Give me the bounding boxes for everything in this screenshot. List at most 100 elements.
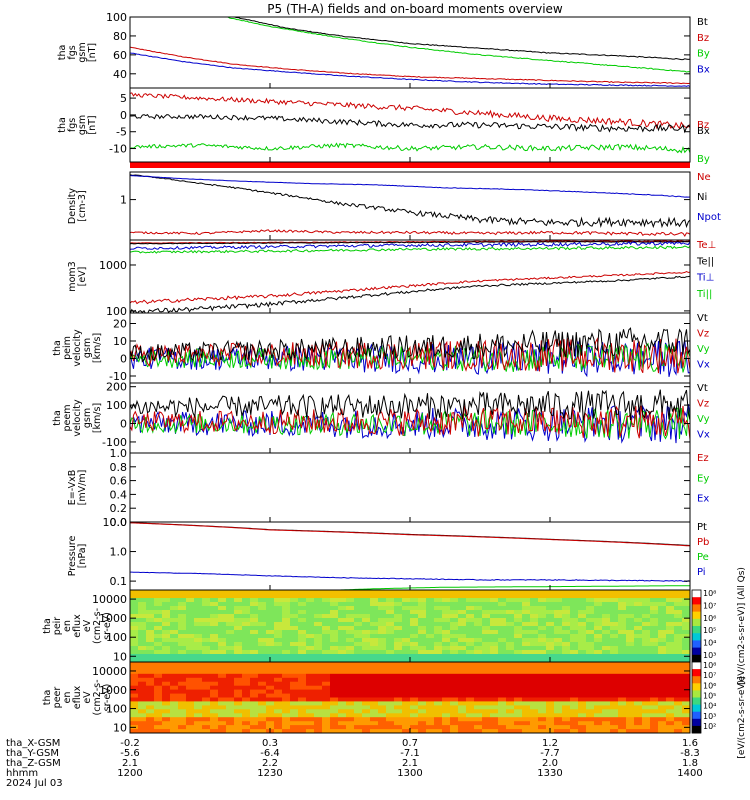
spectrogram-cell [434, 650, 443, 655]
spectrogram-cell [314, 673, 323, 679]
spectrogram-cell [426, 673, 435, 679]
spectrogram-cell [642, 626, 651, 631]
spectrogram-cell [626, 594, 635, 599]
spectrogram-cell [530, 725, 539, 730]
spectrogram-cell [338, 614, 347, 619]
spectrogram-cell [346, 669, 355, 675]
spectrogram-cell [530, 697, 539, 702]
spectrogram-cell [466, 685, 475, 691]
spectrogram-cell [426, 681, 435, 687]
spectrogram-cell [426, 618, 435, 623]
spectrogram-cell [226, 705, 235, 710]
spectrogram-cell [434, 701, 443, 706]
spectrogram-cell [242, 658, 251, 662]
spectrogram-cell [298, 598, 307, 603]
spectrogram-cell [234, 598, 243, 603]
y-tick-label: 10000 [92, 665, 127, 678]
spectrogram-cell [650, 658, 659, 662]
spectrogram-cell [386, 626, 395, 631]
spectrogram-cell [346, 693, 355, 699]
spectrogram-cell [170, 630, 179, 635]
spectrogram-cell [522, 590, 531, 595]
spectrogram-cell [674, 693, 683, 699]
spectrogram-cell [506, 626, 515, 631]
spectrogram-cell [250, 665, 259, 671]
spectrogram-cell [210, 717, 219, 722]
spectrogram-cell [506, 606, 515, 611]
spectrogram-cell [594, 721, 603, 726]
spectrogram-cell [482, 594, 491, 599]
spectrogram-cell [378, 673, 387, 679]
spectrogram-cell [570, 630, 579, 635]
spectrogram-cell [330, 622, 339, 627]
spectrogram-cell [530, 606, 539, 611]
spectrogram-cell [642, 713, 651, 718]
spectrogram-cell [610, 606, 619, 611]
spectrogram-cell [490, 725, 499, 730]
spectrogram-cell [442, 717, 451, 722]
spectrogram-cell [266, 713, 275, 718]
spectrogram-cell [658, 662, 667, 667]
spectrogram-cell [322, 626, 331, 631]
y-tick-label: -10 [109, 370, 127, 383]
spectrogram-cell [554, 622, 563, 627]
spectrogram-cell [586, 713, 595, 718]
spectrogram-cell [322, 713, 331, 718]
spectrogram-cell [282, 673, 291, 679]
spectrogram-cell [154, 618, 163, 623]
spectrogram-cell [186, 642, 195, 647]
spectrogram-cell [370, 662, 379, 667]
spectrogram-cell [234, 669, 243, 675]
spectrogram-cell [298, 725, 307, 730]
spectrogram-cell [274, 705, 283, 710]
spectrogram-cell [410, 610, 419, 615]
spectrogram-cell [242, 626, 251, 631]
spectrogram-cell [498, 725, 507, 730]
spectrogram-cell [450, 665, 459, 671]
spectrogram-cell [258, 598, 267, 603]
spectrogram-cell [586, 665, 595, 671]
spectrogram-cell [242, 693, 251, 699]
spectrogram-cell [514, 701, 523, 706]
spectrogram-cell [546, 606, 555, 611]
spectrogram-cell [442, 713, 451, 718]
spectrogram-cell [298, 662, 307, 667]
spectrogram-cell [386, 689, 395, 695]
ephemeris-value: 2.1 [402, 758, 418, 769]
spectrogram-cell [346, 618, 355, 623]
spectrogram-cell [474, 725, 483, 730]
spectrogram-cell [298, 689, 307, 695]
spectrogram-cell [162, 681, 171, 687]
spectrogram-cell [274, 729, 283, 733]
spectrogram-cell [578, 606, 587, 611]
spectrogram-cell [658, 693, 667, 699]
spectrogram-cell [506, 725, 515, 730]
spectrogram-cell [346, 638, 355, 643]
spectrogram-cell [250, 669, 259, 675]
spectrogram-cell [146, 673, 155, 679]
spectrogram-cell [474, 638, 483, 643]
spectrogram-cell [282, 713, 291, 718]
spectrogram-cell [162, 677, 171, 683]
spectrogram-cell [338, 654, 347, 659]
spectrogram-cell [130, 705, 139, 710]
spectrogram-cell [498, 638, 507, 643]
spectrogram-cell [506, 669, 515, 675]
spectrogram-cell [538, 638, 547, 643]
spectrogram-cell [154, 701, 163, 706]
spectrogram-cell [450, 662, 459, 667]
spectrogram-cell [626, 709, 635, 714]
spectrogram-cell [602, 697, 611, 702]
spectrogram-cell [258, 638, 267, 643]
spectrogram-cell [562, 642, 571, 647]
spectrogram-cell [442, 662, 451, 667]
spectrogram-cell [194, 713, 203, 718]
spectrogram-cell [506, 650, 515, 655]
spectrogram-cell [394, 630, 403, 635]
spectrogram-cell [378, 697, 387, 702]
spectrogram-cell [298, 658, 307, 662]
spectrogram-cell [578, 610, 587, 615]
